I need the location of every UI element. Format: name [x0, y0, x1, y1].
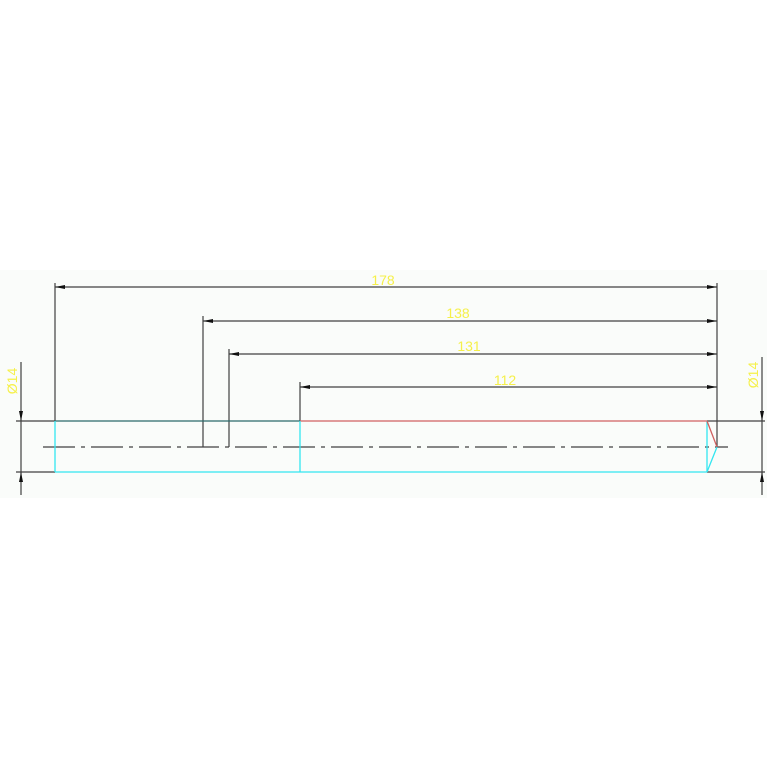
dimension-labels: 178 138 131 112 Ø14 Ø14	[4, 272, 761, 394]
dim-text-131: 131	[457, 338, 481, 354]
dimension-lines	[19, 285, 764, 495]
dim-text-138: 138	[446, 305, 470, 321]
dim-text-dia-right: Ø14	[745, 362, 761, 389]
drawing-area	[0, 270, 767, 498]
shaft-outline	[54, 420, 718, 473]
dim-text-dia-left: Ø14	[4, 368, 20, 395]
extension-lines	[16, 283, 765, 473]
dim-text-112: 112	[494, 372, 517, 388]
chamfer-bottom	[706, 446, 718, 473]
chamfer-top	[706, 420, 718, 448]
dim-text-178: 178	[371, 272, 395, 288]
